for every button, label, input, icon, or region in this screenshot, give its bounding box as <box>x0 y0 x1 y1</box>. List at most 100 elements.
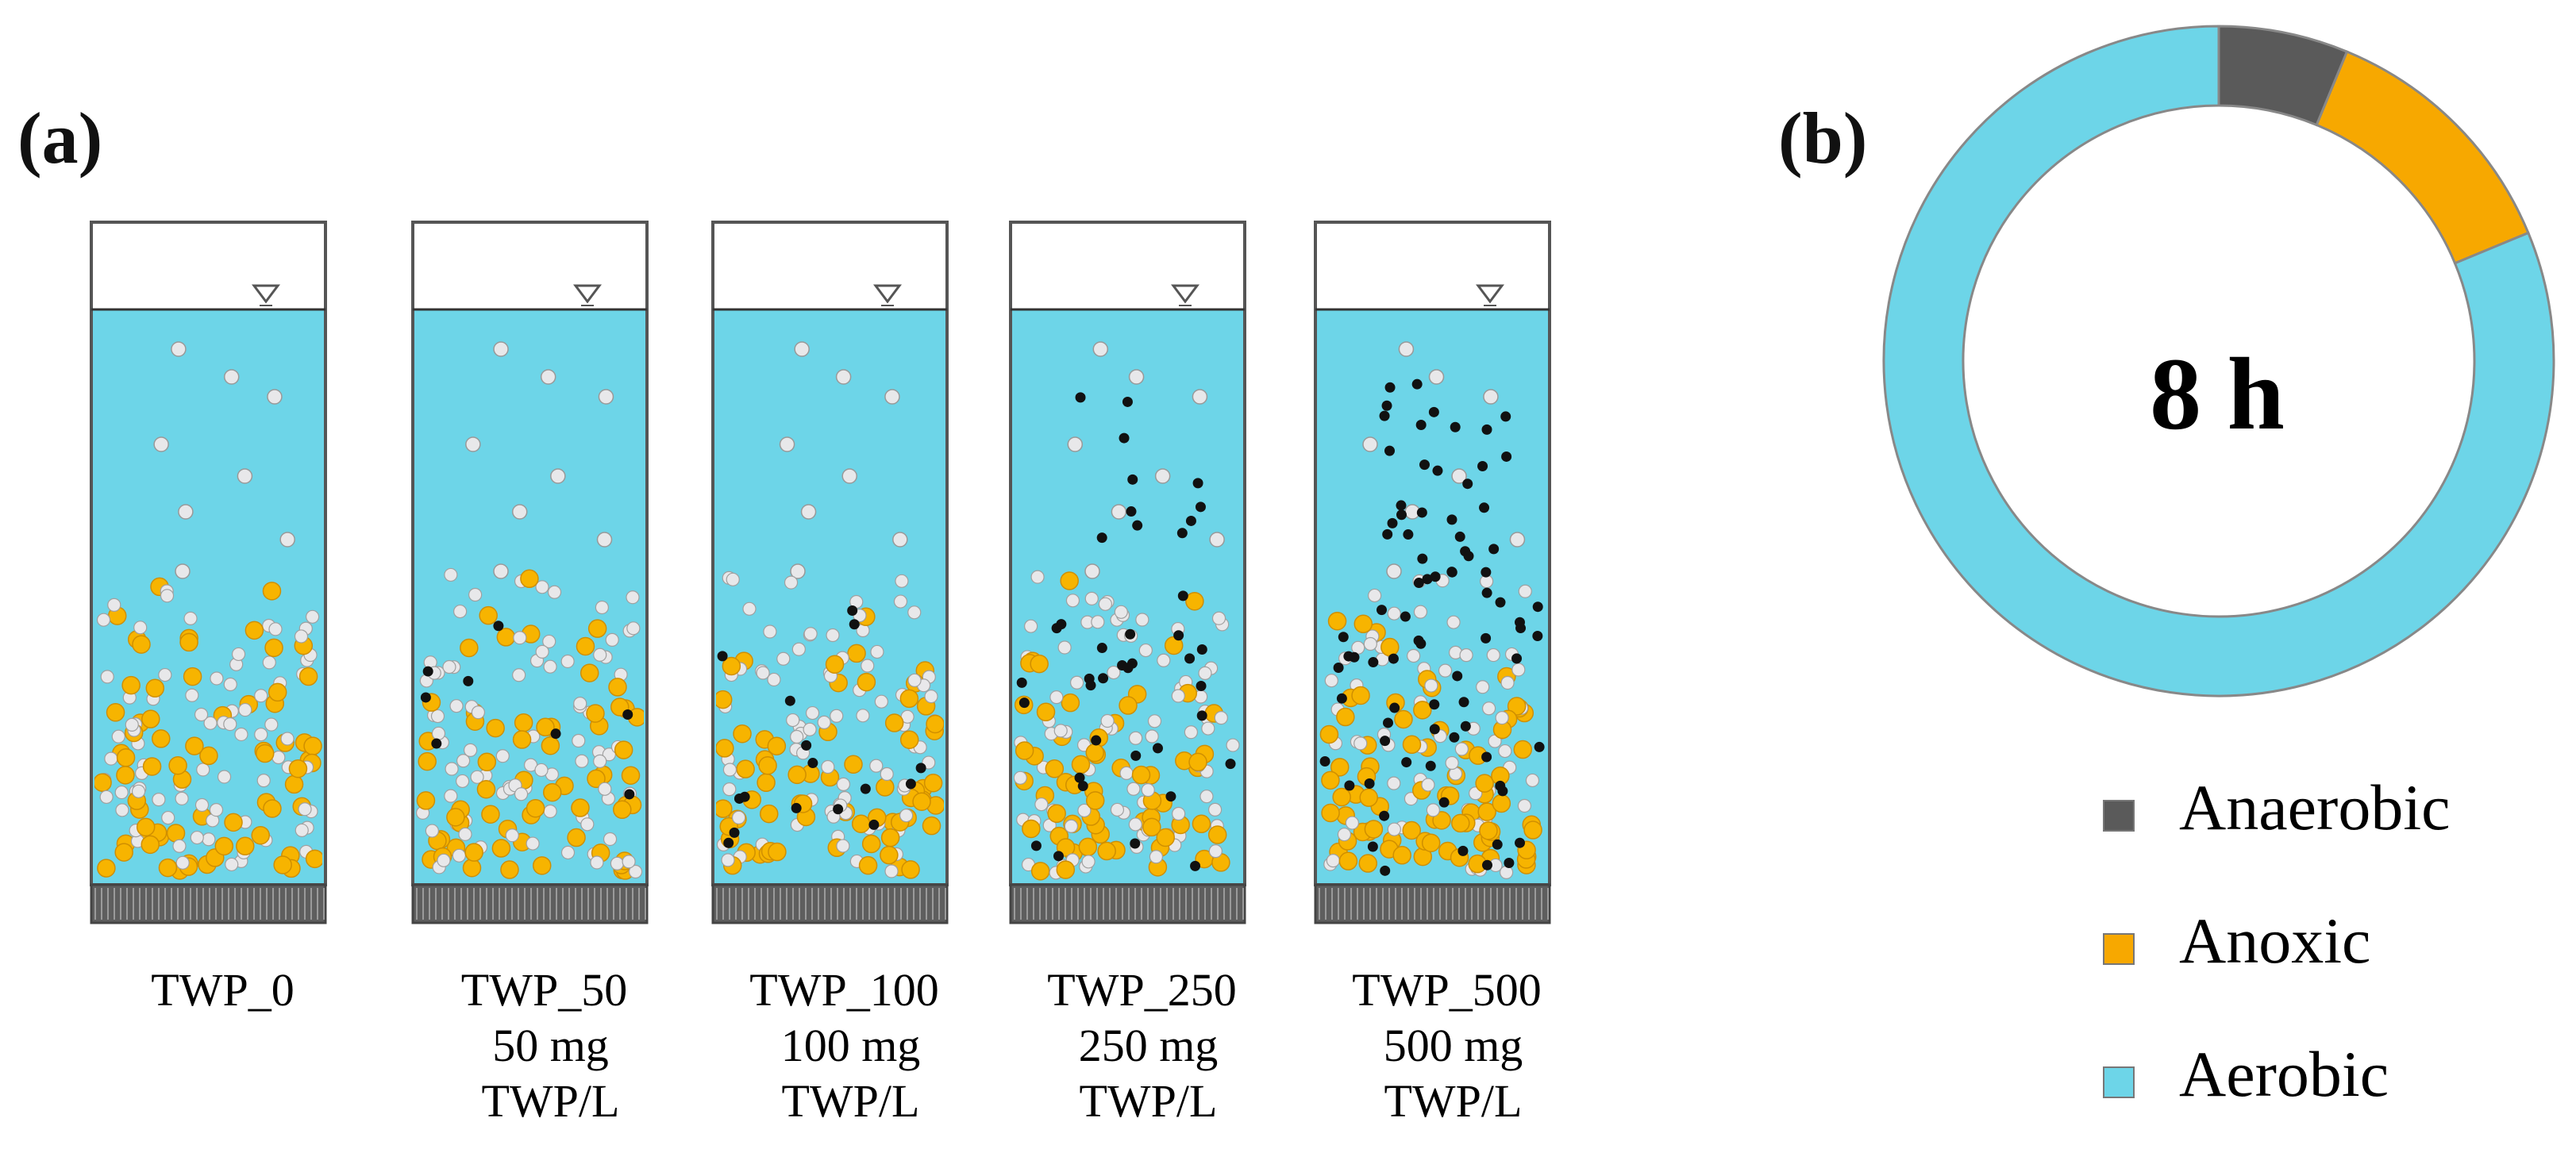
sludge-floc <box>1479 821 1498 840</box>
air-bubble <box>907 673 922 687</box>
air-bubble <box>468 587 483 602</box>
air-bubble <box>254 689 268 703</box>
air-bubble <box>756 666 770 680</box>
sludge-floc <box>857 672 876 692</box>
sludge-floc <box>541 736 560 755</box>
air-bubble <box>1445 755 1459 770</box>
twp-particle <box>1534 741 1545 752</box>
air-bubble <box>96 613 111 627</box>
twp-particle <box>1344 780 1355 791</box>
twp-particle <box>1379 810 1390 821</box>
twp-particle <box>1500 411 1511 422</box>
water-level-marker-icon <box>873 284 902 304</box>
sludge-floc <box>1321 803 1340 823</box>
air-bubble <box>1128 369 1145 385</box>
air-bubble <box>511 504 528 520</box>
sludge-floc <box>526 798 545 818</box>
air-bubble <box>892 532 908 548</box>
air-bubble <box>1495 710 1509 725</box>
twp-particle <box>1338 632 1349 643</box>
twp-particle <box>849 619 860 630</box>
sludge-floc <box>844 755 863 774</box>
air-bubble <box>540 369 556 385</box>
sludge-floc <box>580 663 599 682</box>
air-bubble <box>161 810 175 825</box>
air-bubble <box>470 770 484 784</box>
air-bubble <box>784 575 799 590</box>
water-level-marker-icon <box>1171 284 1199 304</box>
air-bubble <box>294 629 309 644</box>
air-bubble <box>830 709 844 723</box>
sludge-floc <box>199 746 218 766</box>
sludge-floc <box>500 860 519 879</box>
sludge-floc <box>168 755 187 775</box>
air-bubble <box>543 804 557 819</box>
air-bubble <box>1149 850 1164 864</box>
air-bubble <box>223 369 240 385</box>
sludge-floc <box>236 836 255 856</box>
air-bubble <box>452 848 466 863</box>
air-bubble <box>1053 724 1068 738</box>
air-bubble <box>1517 798 1532 813</box>
twp-particle <box>1463 551 1474 562</box>
twp-particle <box>1364 778 1375 789</box>
twp-particle <box>1450 421 1461 432</box>
air-bubble <box>836 839 850 853</box>
air-bubble <box>1459 648 1473 663</box>
sludge-floc <box>901 860 920 879</box>
twp-particle <box>1492 839 1503 850</box>
air-bubble <box>1067 436 1084 452</box>
twp-particle <box>1438 797 1450 808</box>
twp-particle <box>1030 840 1042 851</box>
air-bubble <box>1184 725 1198 740</box>
air-bubble <box>152 793 166 807</box>
sludge-floc <box>263 799 282 818</box>
sludge-floc <box>245 621 264 640</box>
air-bubble <box>726 572 740 586</box>
air-bubble <box>791 642 806 656</box>
air-bubble <box>133 621 148 635</box>
twp-particle <box>1333 663 1344 674</box>
twp-particle <box>1417 553 1428 564</box>
air-bubble <box>225 857 239 872</box>
air-bubble <box>895 574 909 588</box>
twp-particle <box>1532 601 1543 613</box>
donut-chart <box>1882 25 2555 697</box>
air-bubble <box>1199 790 1214 804</box>
air-bubble <box>821 759 835 774</box>
legend-swatch <box>2103 800 2135 832</box>
air-bubble <box>268 622 283 636</box>
twp-particle <box>1446 514 1457 525</box>
twp-particle <box>1184 653 1196 664</box>
twp-particle <box>1400 611 1411 622</box>
sludge-floc <box>716 739 734 758</box>
air-bubble <box>158 667 172 682</box>
twp-particle <box>1075 392 1086 403</box>
air-bubble <box>1326 854 1340 868</box>
twp-particle <box>1430 571 1441 582</box>
sludge-floc <box>305 849 322 869</box>
air-bubble <box>580 817 595 832</box>
sludge-floc <box>145 678 165 698</box>
twp-particle <box>1415 419 1427 430</box>
air-bubble <box>264 717 279 732</box>
air-bubble <box>1337 828 1352 842</box>
air-bubble <box>512 668 526 682</box>
sludge-floc <box>758 755 777 775</box>
air-bubble <box>444 789 458 803</box>
twp-particle <box>1488 544 1500 555</box>
air-bubble <box>836 777 851 791</box>
air-bubble <box>870 644 884 659</box>
air-bubble <box>1070 675 1084 690</box>
twp-particle <box>1382 717 1393 728</box>
sludge-floc <box>586 704 605 723</box>
reactor-caption-unit: TWP/L <box>1080 1075 1218 1127</box>
air-bubble <box>160 589 175 603</box>
twp-particle <box>1196 710 1207 721</box>
sludge-floc <box>880 845 899 865</box>
sludge-floc <box>446 808 465 827</box>
twp-particle <box>1196 680 1207 691</box>
sludge-floc <box>722 656 741 676</box>
air-diffuser <box>90 883 327 924</box>
twp-particle <box>1422 574 1433 585</box>
